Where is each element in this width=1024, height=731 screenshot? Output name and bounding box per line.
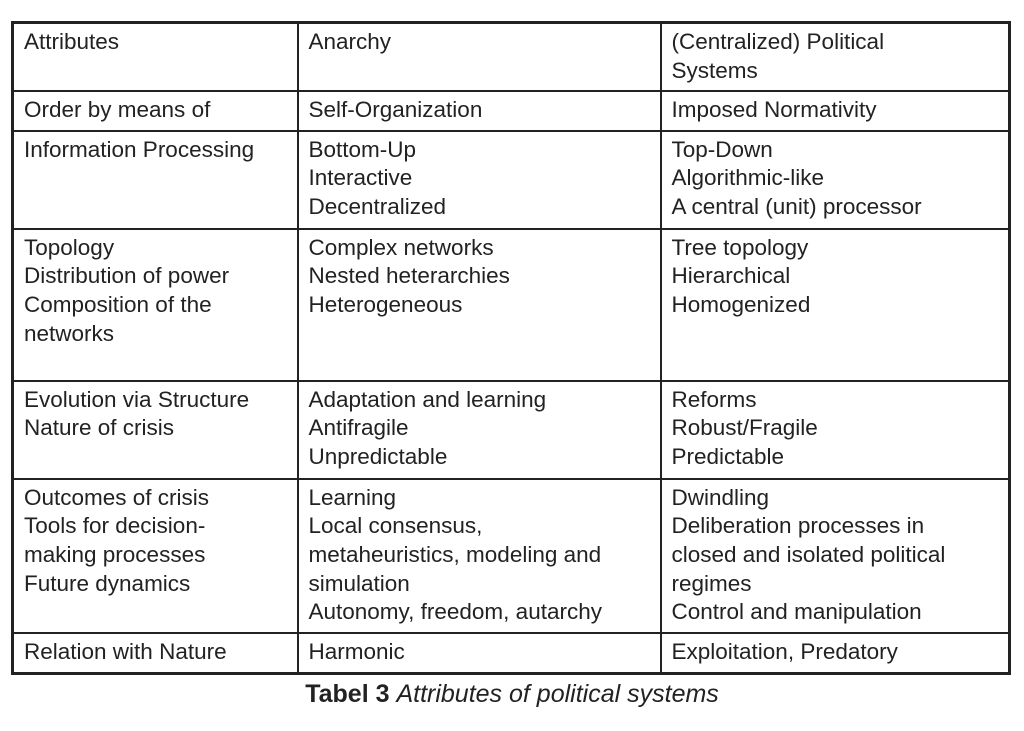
cell-line: Unpredictable xyxy=(308,443,448,469)
cell-line: Local consensus, xyxy=(308,513,483,539)
cell-line: making processes xyxy=(24,541,206,567)
table-cell: Outcomes of crisis Tools for decision-mak… xyxy=(11,477,299,634)
cell-line: Composition of the xyxy=(24,291,212,317)
cell-line: Exploitation, Predatory xyxy=(671,638,898,664)
table-row: Outcomes of crisis Tools for decision-mak… xyxy=(11,477,1011,634)
cell-line: Nested heterarchies xyxy=(308,263,510,289)
cell-line: Self-Organization xyxy=(308,96,483,122)
cell-line: Nature of crisis xyxy=(24,415,175,441)
cell-line: Harmonic xyxy=(308,638,405,664)
cell-line: Tree topology xyxy=(671,234,809,260)
cell-line: Homogenized xyxy=(671,291,811,317)
cell-line: regimes xyxy=(671,570,752,596)
table-cell: Anarchy xyxy=(296,21,662,92)
cell-line: Antifragile xyxy=(308,415,409,441)
cell-line: Algorithmic-like xyxy=(671,165,825,191)
cell-line: Bottom-Up xyxy=(308,136,417,162)
table-cell: Reforms Robust/Fragile Predictable xyxy=(659,379,1011,480)
cell-line: Topology xyxy=(24,234,115,260)
cell-line: (Centralized) Political xyxy=(671,29,885,54)
cell-line: Autonomy, freedom, autarchy xyxy=(308,599,602,625)
table-cell: Bottom-Up Interactive Decentralized xyxy=(296,129,662,230)
cell-line: Heterogeneous xyxy=(308,291,463,317)
table-cell: Exploitation, Predatory xyxy=(659,631,1011,675)
caption-text: Attributes of political systems xyxy=(396,680,719,708)
cell-line: metaheuristics, modeling and xyxy=(308,541,602,567)
cell-line: Predictable xyxy=(671,443,785,469)
table-cell: Attributes xyxy=(11,21,299,92)
cell-line: Tools for decision- xyxy=(24,513,206,539)
cell-line: closed and isolated political xyxy=(671,541,946,567)
table-cell: Imposed Normativity xyxy=(659,89,1011,132)
cell-line: Anarchy xyxy=(308,29,392,54)
cell-line: Attributes xyxy=(24,29,120,54)
cell-line: Relation with Nature xyxy=(24,638,227,664)
caption-label: Tabel 3 xyxy=(305,680,390,708)
cell-line: networks xyxy=(24,320,115,346)
cell-line: Information Processing xyxy=(24,136,255,162)
cell-line: Evolution via Structure xyxy=(24,386,250,412)
table-cell: Top-Down Algorithmic-like A central (unit)… xyxy=(659,129,1011,230)
table-cell: Information Processing xyxy=(11,129,299,230)
table-cell: Harmonic xyxy=(296,631,662,675)
table-cell: (Centralized) Political Systems xyxy=(659,21,1011,92)
cell-line: Decentralized xyxy=(308,193,447,219)
cell-line: simulation xyxy=(308,570,410,596)
table-header-row: Attributes Anarchy (Centralized) Political… xyxy=(11,21,1011,92)
attributes-table: Attributes Anarchy (Centralized) Political… xyxy=(11,21,1011,675)
table-cell: Self-Organization xyxy=(296,89,662,132)
table-row: Relation with Nature Harmonic Exploitation… xyxy=(11,631,1011,675)
table-caption: Tabel 3 Attributes of political systems xyxy=(0,680,1024,709)
cell-line: A central (unit) processor xyxy=(671,193,922,219)
table-row: Order by means of Self-Organization Impose… xyxy=(11,89,1011,132)
cell-line: Reforms xyxy=(671,386,757,412)
cell-line: Learning xyxy=(308,484,397,510)
cell-line: Imposed Normativity xyxy=(671,96,877,122)
cell-line: Deliberation processes in xyxy=(671,513,925,539)
table-row: Evolution via Structure Nature of crisis A… xyxy=(11,379,1011,480)
cell-line: Adaptation and learning xyxy=(308,386,547,412)
cell-line: Interactive xyxy=(308,165,413,191)
cell-line: Outcomes of crisis xyxy=(24,484,210,510)
table-cell: Order by means of xyxy=(11,89,299,132)
table-cell: Evolution via Structure Nature of crisis xyxy=(11,379,299,480)
table-cell: Learning Local consensus, metaheuristics, … xyxy=(296,477,662,634)
cell-line: Control and manipulation xyxy=(671,599,922,625)
cell-line: Robust/Fragile xyxy=(671,415,818,441)
cell-line: Complex networks xyxy=(308,234,494,260)
cell-line: Dwindling xyxy=(671,484,770,510)
table-cell: Dwindling Deliberation processes in closed… xyxy=(659,477,1011,634)
table-cell: Tree topology Hierarchical Homogenized xyxy=(659,227,1011,382)
table-cell: Topology Distribution of power Composition… xyxy=(11,227,299,382)
table-cell: Relation with Nature xyxy=(11,631,299,675)
table-row: Topology Distribution of power Composition… xyxy=(11,227,1011,382)
cell-line: Order by means of xyxy=(24,96,211,122)
table-cell: Adaptation and learning Antifragile Unpred… xyxy=(296,379,662,480)
cell-line: Systems xyxy=(671,57,758,83)
cell-line: Top-Down xyxy=(671,136,773,162)
cell-line: Future dynamics xyxy=(24,570,191,596)
table-row: Information Processing Bottom-Up Interacti… xyxy=(11,129,1011,230)
table-cell: Complex networks Nested heterarchies Heter… xyxy=(296,227,662,382)
cell-line: Distribution of power xyxy=(24,263,230,289)
cell-line: Hierarchical xyxy=(671,263,791,289)
